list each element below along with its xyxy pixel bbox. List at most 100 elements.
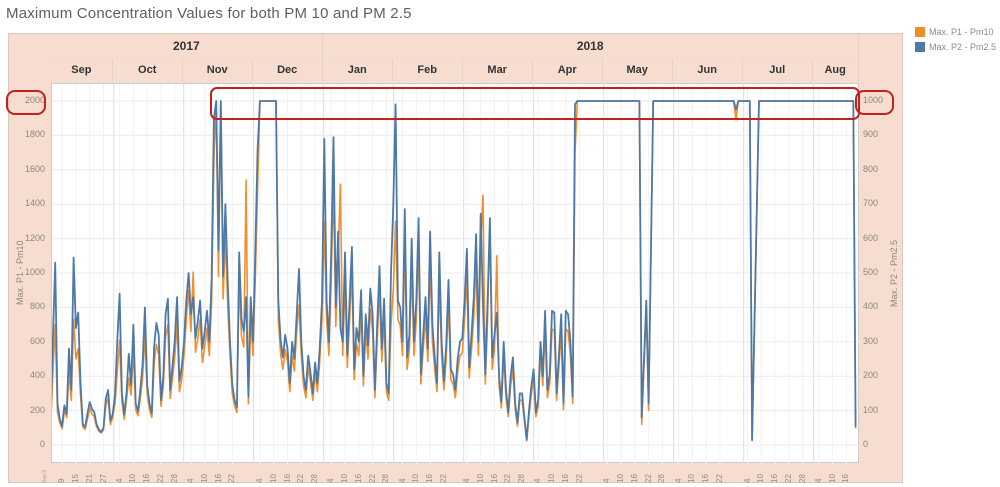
date-tick-Mar-16: 16 [489,474,499,483]
right-axis-tick-100: 100 [863,404,879,415]
date-tick-Apr-16: 16 [560,474,570,483]
left-axis-tick-1400: 1400 [24,198,45,209]
date-tick-Jun-4: 4 [673,478,683,483]
date-tick-Apr-4: 4 [533,478,543,483]
clipped-first-date-tick: Sep 3 [42,469,48,483]
date-tick-May-4: 4 [602,478,612,483]
date-tick-Dec-10: 10 [268,474,278,483]
date-tick-Jul-10: 10 [756,474,766,483]
date-tick-Apr-10: 10 [547,474,556,483]
month-header-Apr[interactable]: Apr [532,58,603,81]
date-tick-May-28: 28 [657,474,667,483]
date-tick-Feb-10: 10 [411,474,421,483]
year-header-2018[interactable]: 2018 [323,34,859,58]
date-tick-Nov-22: 22 [227,474,237,483]
left-axis-tick-1600: 1600 [24,163,45,174]
date-tick-Jul-16: 16 [770,474,780,483]
left-axis-tick-800: 800 [29,301,45,312]
date-tick-Dec-4: 4 [254,478,264,483]
date-tick-Dec-16: 16 [282,474,292,483]
date-tick-Jan-10: 10 [340,474,349,483]
date-tick-Sep-27: 27 [98,474,108,483]
month-header-Sep[interactable]: Sep [51,58,113,81]
chart-panel: 2017 2018 Sep Oct Nov Dec Jan Feb Mar Apr May Jun J… [8,33,903,483]
legend-item-pm25[interactable]: Max. P2 - Pm2.5 [915,42,996,53]
date-tick-Sep-15: 15 [70,474,80,483]
right-axis-tick-800: 800 [863,163,879,174]
legend-label-pm10: Max. P1 - Pm10 [929,27,994,37]
right-axis-tick-400: 400 [863,301,879,312]
left-axis-tick-1800: 1800 [24,129,45,140]
legend: Max. P1 - Pm10 Max. P2 - Pm2.5 [915,27,996,57]
right-axis-tick-300: 300 [863,335,879,346]
date-tick-Jul-22: 22 [783,474,793,483]
date-tick-Nov-16: 16 [213,474,223,483]
date-tick-Oct-16: 16 [142,474,152,483]
date-tick-Jun-10: 10 [687,474,697,483]
date-tick-Apr-22: 22 [574,474,584,483]
chart-title: Maximum Concentration Values for both PM… [6,5,412,22]
date-tick-Dec-22: 22 [296,474,306,483]
date-tick-Jan-16: 16 [353,474,363,483]
right-axis-tick-1000: 1000 [863,95,884,105]
month-header-Oct[interactable]: Oct [112,58,183,81]
date-tick-Oct-28: 28 [169,474,179,483]
date-tick-Nov-10: 10 [199,474,209,483]
month-header-Jun[interactable]: Jun [672,58,743,81]
date-tick-Mar-4: 4 [461,478,471,483]
left-axis-title: Max. P1 - Pm10 [15,240,25,306]
month-header-Jan[interactable]: Jan [322,58,393,81]
legend-item-pm10[interactable]: Max. P1 - Pm10 [915,27,996,38]
year-header-2017[interactable]: 2017 [51,34,323,58]
date-tick-Jun-22: 22 [714,474,724,483]
date-tick-Feb-4: 4 [397,478,407,483]
date-tick-Aug-16: 16 [841,474,851,483]
month-header-Jul[interactable]: Jul [742,58,813,81]
date-tick-Oct-22: 22 [156,474,165,483]
date-tick-Sep-21: 21 [84,474,94,483]
left-axis-tick-600: 600 [29,335,45,346]
pm10-line[interactable] [52,100,857,442]
date-tick-Oct-10: 10 [128,474,138,483]
pm25-swatch-icon [915,42,925,52]
right-axis-tick-600: 600 [863,232,879,243]
date-tick-Aug-4: 4 [813,478,823,483]
left-axis-tick-1000: 1000 [24,267,45,277]
date-tick-Jan-22: 22 [367,474,377,483]
date-tick-May-16: 16 [629,474,639,483]
month-header-Feb[interactable]: Feb [392,58,463,81]
right-axis-tick-700: 700 [863,198,879,209]
date-tick-Dec-28: 28 [310,474,320,483]
month-header-May[interactable]: May [602,58,673,81]
date-tick-Sep-9: 9 [57,478,67,483]
month-header-Nov[interactable]: Nov [182,58,253,81]
line-chart[interactable] [52,84,860,464]
right-axis-tick-0: 0 [863,439,869,449]
left-axis-tick-400: 400 [29,370,45,381]
month-header-Aug[interactable]: Aug [812,58,859,81]
date-tick-Jan-28: 28 [381,474,391,483]
date-tick-Mar-22: 22 [503,474,513,483]
date-tick-May-22: 22 [643,474,653,483]
date-tick-Mar-10: 10 [475,474,485,483]
pm25-line[interactable] [52,100,857,441]
left-axis-tick-1200: 1200 [24,232,45,243]
left-axis-tick-200: 200 [29,404,45,415]
date-tick-Feb-22: 22 [438,474,448,483]
month-header-Dec[interactable]: Dec [252,58,323,81]
right-axis-tick-900: 900 [863,129,879,140]
month-header-Mar[interactable]: Mar [462,58,533,81]
right-axis-tick-200: 200 [863,370,879,381]
date-tick-Jan-4: 4 [326,478,336,483]
left-axis-tick-2000: 2000 [24,95,45,105]
legend-label-pm25: Max. P2 - Pm2.5 [929,42,997,52]
date-tick-Oct-4: 4 [114,478,124,483]
date-tick-Jul-4: 4 [742,478,752,483]
right-axis-tick-500: 500 [863,267,879,277]
date-tick-Mar-28: 28 [517,474,527,483]
plot-area[interactable] [51,83,860,464]
pm10-swatch-icon [915,27,925,37]
right-axis-title: Max. P2 - Pm2.5 [889,239,899,307]
left-axis-tick-0: 0 [39,439,45,449]
